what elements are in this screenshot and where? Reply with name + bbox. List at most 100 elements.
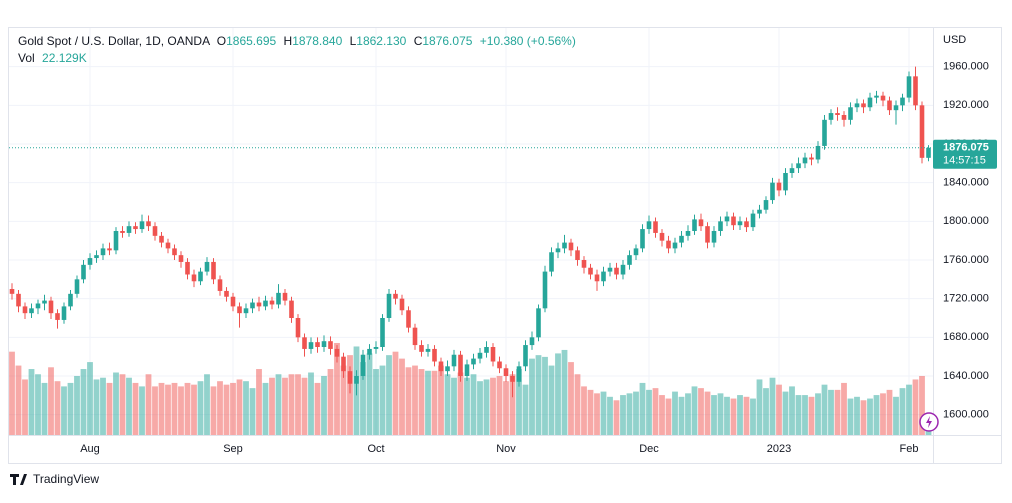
candle-body (178, 255, 184, 262)
candle-body (438, 361, 444, 372)
candle-body (679, 235, 684, 243)
candle-body (74, 279, 80, 294)
volume-bar (828, 389, 834, 435)
volume-bar (600, 391, 607, 435)
y-tick-label: 1600.000 (943, 409, 989, 421)
candle-body (809, 157, 814, 160)
volume-bar (756, 379, 763, 435)
volume-bar (834, 389, 841, 435)
candle-body (672, 242, 678, 249)
volume-bar (314, 382, 321, 435)
volume-bar (256, 369, 262, 435)
legend-high: 1878.840 (292, 34, 342, 48)
volume-bar (821, 384, 828, 435)
logo-mark (10, 474, 27, 485)
volume-bar (672, 391, 678, 435)
volume-bar (522, 384, 529, 435)
legend-line: Gold Spot / U.S. Dollar, 1D, OANDA O1865… (18, 34, 576, 48)
candle-body (94, 255, 99, 259)
legend-key: O (217, 34, 226, 48)
candle-body (373, 347, 379, 349)
volume-bar (457, 372, 464, 435)
volume-bar (854, 396, 860, 435)
candle-body (705, 226, 710, 243)
candle-body (386, 293, 392, 318)
candle-body (172, 248, 177, 256)
volume-bar (412, 365, 418, 435)
volume-bar (873, 395, 880, 435)
candle-body (529, 337, 535, 346)
volume-bar (776, 384, 782, 435)
volume-bar (288, 374, 295, 435)
volume-bar (470, 374, 477, 435)
x-tick-label: 2023 (767, 443, 791, 455)
volume-layer (9, 343, 932, 435)
candle-body (360, 354, 366, 376)
y-tick-label: 1800.000 (943, 215, 989, 227)
volume-bar (607, 396, 613, 435)
candle-body (542, 271, 548, 309)
volume-bar (295, 374, 301, 435)
volume-bar (93, 379, 100, 435)
volume-bar (54, 381, 61, 435)
x-tick-label: Aug (80, 443, 100, 455)
candle-body (776, 182, 782, 191)
candle-body (302, 337, 307, 349)
candle-body (536, 308, 541, 338)
volume-bar (743, 396, 750, 435)
legend-key: L (350, 34, 357, 48)
candle-body (185, 261, 190, 275)
candle-body (276, 292, 281, 305)
candle-body (770, 182, 775, 201)
volume-bar (795, 395, 802, 435)
volume-bar (80, 369, 87, 435)
legend-key: Vol (18, 51, 35, 65)
candle-body (549, 252, 554, 272)
volume-bar (652, 388, 659, 435)
candle-body (29, 308, 34, 314)
brand: TradingView (33, 472, 99, 486)
candle-body (133, 226, 138, 230)
volume-bar (620, 395, 626, 435)
candle-body (425, 348, 431, 352)
candle-body (152, 226, 158, 236)
candle-body (328, 341, 333, 349)
candle-body (503, 368, 509, 376)
legend-low: 1862.130 (356, 34, 406, 48)
candle-body (789, 168, 795, 173)
volume-bar (145, 374, 152, 435)
candle-body (724, 216, 730, 222)
volume-bar (204, 374, 210, 435)
candle-body (744, 221, 749, 228)
volume-bar (438, 365, 444, 435)
candle-body (874, 95, 879, 98)
candle-body (516, 366, 522, 382)
volume-bar (197, 381, 204, 435)
volume-bar (659, 395, 665, 435)
candle-body (451, 354, 457, 367)
volume-bar (132, 382, 139, 435)
volume-bar (815, 393, 821, 435)
volume-bar (639, 382, 646, 435)
volume-bar (464, 377, 470, 435)
candle-body (750, 213, 756, 228)
candle-body (68, 293, 73, 307)
volume-bar (230, 382, 236, 435)
volume-bar (555, 353, 561, 435)
volume-bar (405, 367, 412, 435)
candle-body (321, 341, 327, 347)
legend-key: C (414, 34, 423, 48)
volume-bar (750, 398, 756, 435)
candle-body (250, 302, 255, 309)
volume-bar (724, 396, 730, 435)
volume-bar (74, 375, 80, 435)
candle-body (81, 264, 86, 280)
volume-bar (249, 388, 256, 435)
candle-body (139, 221, 145, 230)
volume-bar (41, 382, 48, 435)
volume-bar (763, 388, 769, 435)
candle-body (256, 302, 262, 307)
volume-bar (418, 369, 425, 435)
candle-body (562, 242, 567, 249)
volume-bar (808, 396, 815, 435)
